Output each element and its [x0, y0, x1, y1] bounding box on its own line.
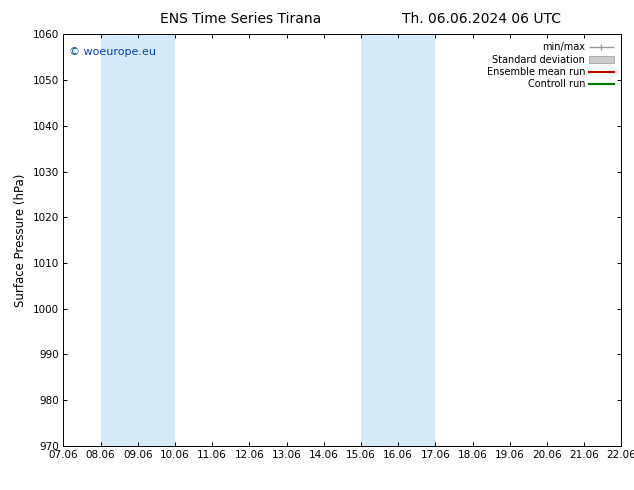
Legend: min/max, Standard deviation, Ensemble mean run, Controll run: min/max, Standard deviation, Ensemble me…	[484, 39, 616, 92]
Bar	[101, 34, 175, 446]
Text: ENS Time Series Tirana: ENS Time Series Tirana	[160, 12, 321, 26]
Text: Th. 06.06.2024 06 UTC: Th. 06.06.2024 06 UTC	[403, 12, 561, 26]
Text: © woeurope.eu: © woeurope.eu	[69, 47, 156, 57]
Y-axis label: Surface Pressure (hPa): Surface Pressure (hPa)	[15, 173, 27, 307]
Bar	[361, 34, 436, 446]
